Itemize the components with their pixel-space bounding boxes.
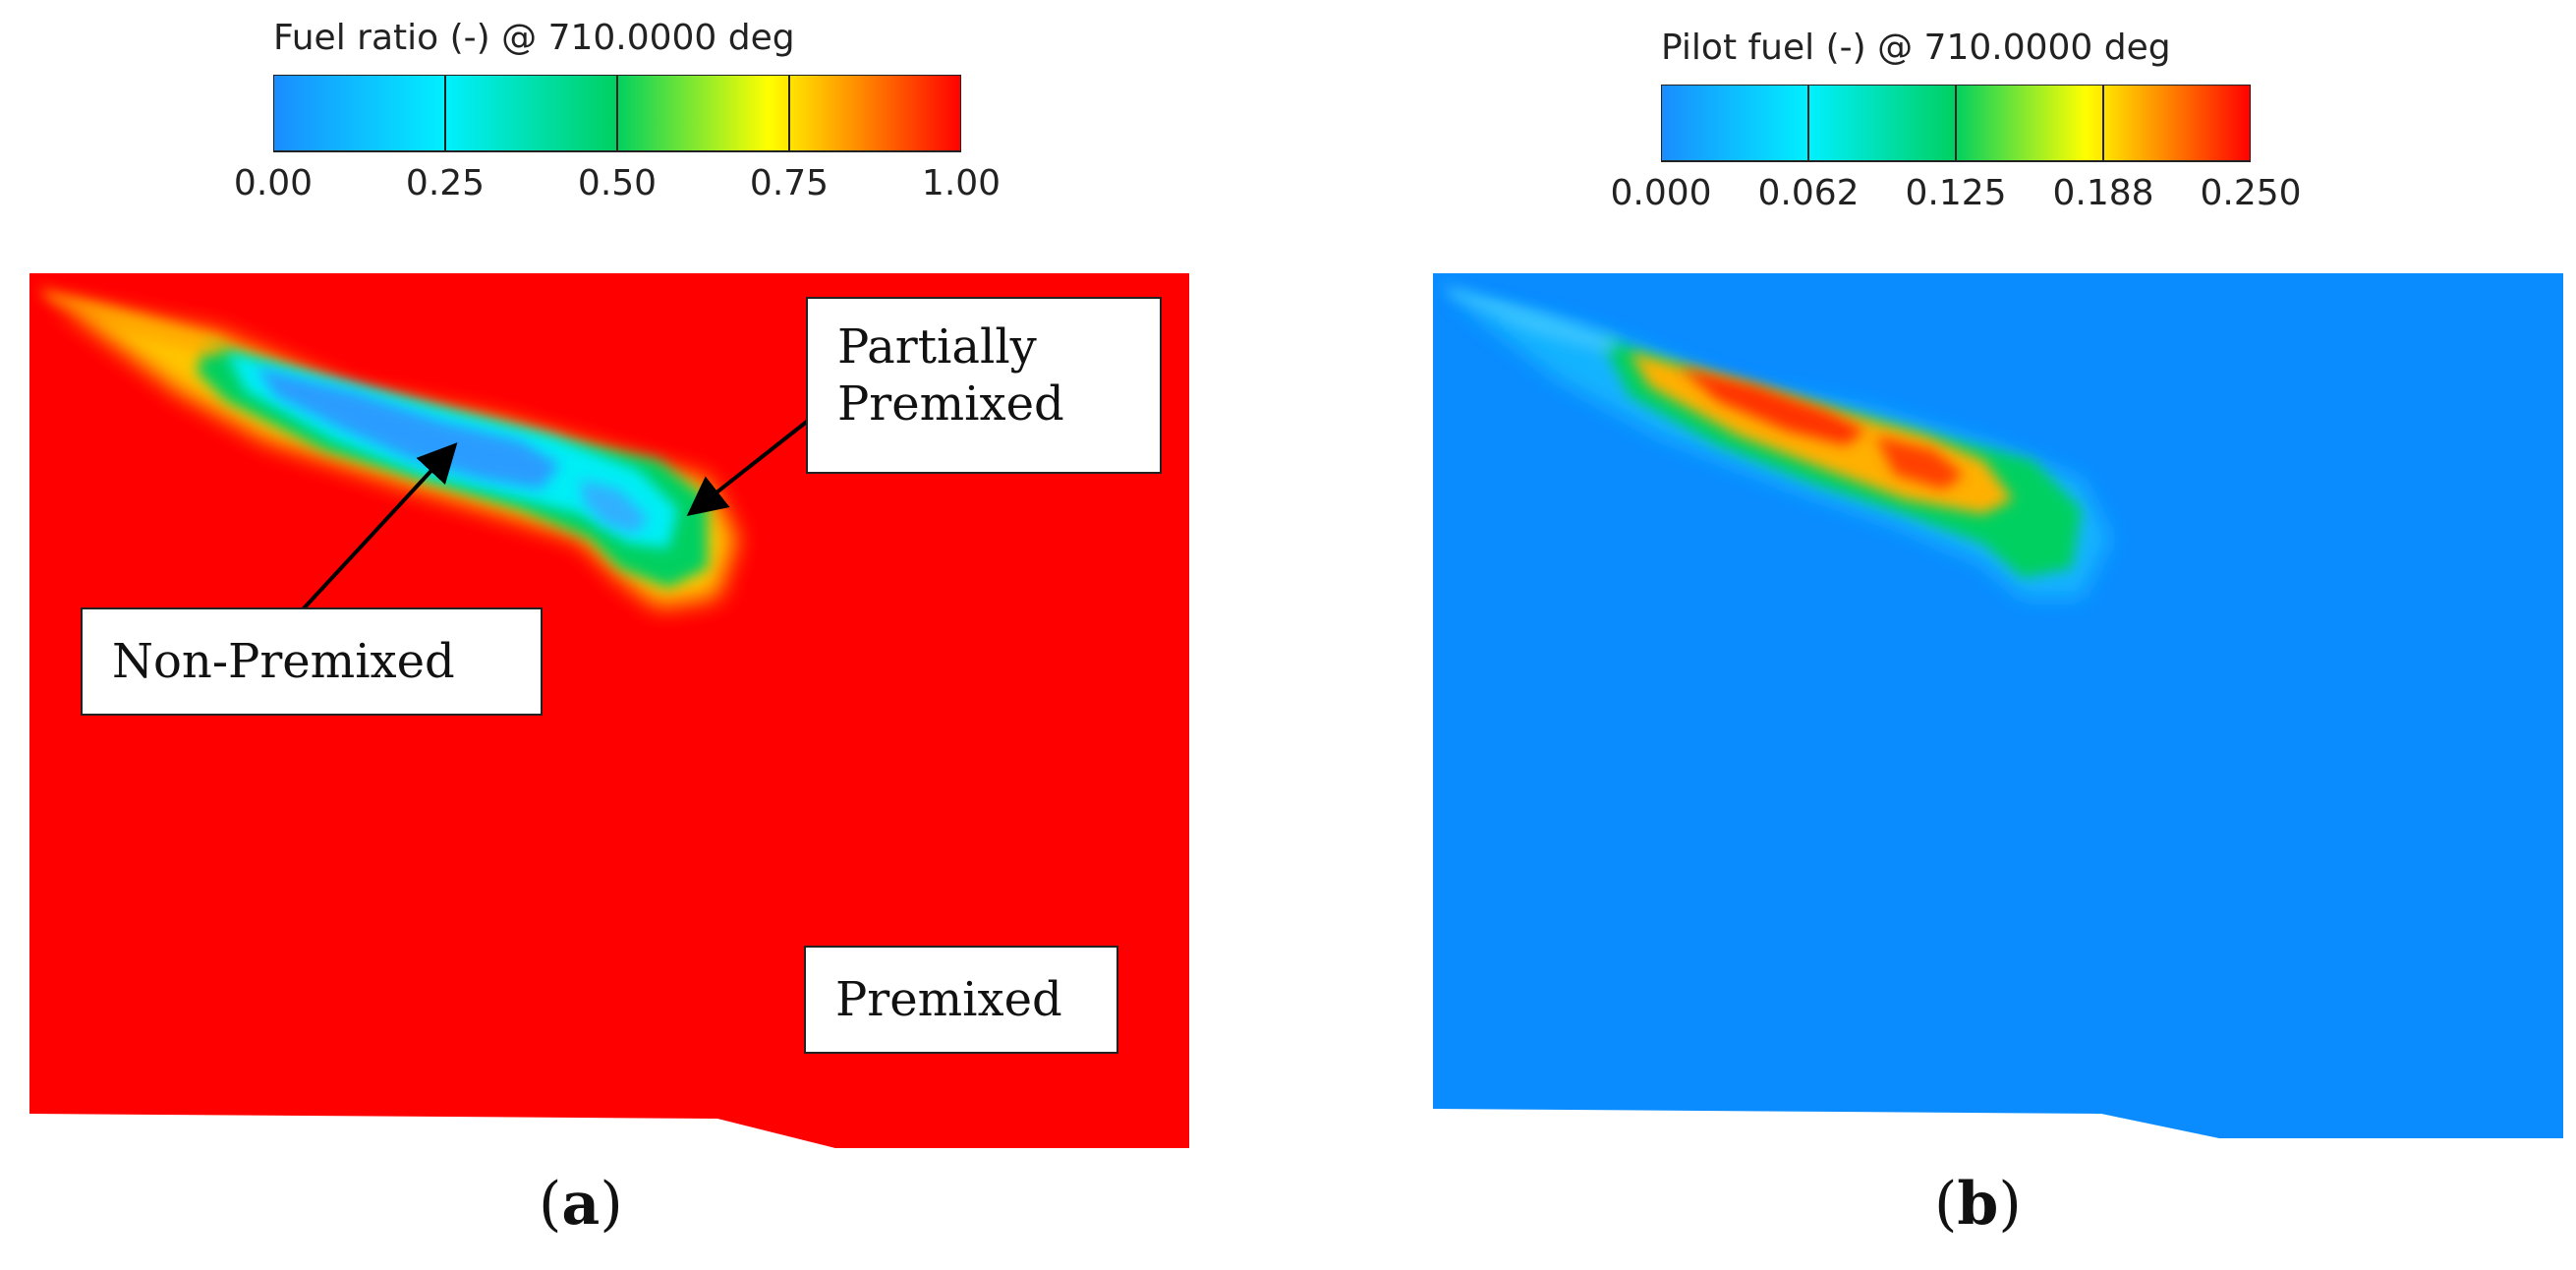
tick-label: 0.062 [1757,173,1860,213]
label-paren-open: ( [539,1170,562,1239]
arrow-non-premixed [301,442,458,611]
label-letter: a [561,1170,601,1239]
domain-background [1433,273,2563,1138]
tick-label: 0.250 [2200,173,2302,213]
callout-text: Premixed [837,376,1064,432]
panel-b: Pilot fuel (-) @ 710.0000 deg 0.000 0.06… [1376,0,2576,1270]
label-paren-close: ) [600,1170,623,1239]
arrows-layer [301,419,810,611]
callout-partially-premixed: Partially Premixed [806,297,1162,474]
colorbar [1661,85,2251,162]
subfigure-label: (b) [1934,1170,2022,1239]
tick-label: 0.125 [1905,173,2007,213]
colorbar-title: Pilot fuel (-) @ 710.0000 deg [1661,28,2171,68]
panel-a: Fuel ratio (-) @ 710.0000 deg 0.00 0.25 … [0,0,1238,1270]
tick-label: 0.75 [749,163,830,203]
callout-text: Partially [837,319,1037,375]
tick-label: 0.25 [405,163,486,203]
colorbar [273,75,961,152]
tick-label: 0.000 [1610,173,1712,213]
label-paren-open: ( [1934,1170,1958,1239]
subfigure-label: (a) [539,1170,623,1239]
pilot-fuel-contour [1433,273,2563,1138]
tick-label: 0.188 [2052,173,2154,213]
tick-label: 0.50 [577,163,658,203]
tick-label: 0.00 [233,163,314,203]
colorbar-title: Fuel ratio (-) @ 710.0000 deg [273,18,795,58]
tick-label: 1.00 [921,163,1002,203]
callout-non-premixed: Non-Premixed [81,607,543,716]
label-letter: b [1957,1170,1999,1239]
arrow-partially-premixed [686,419,810,516]
callout-premixed: Premixed [804,946,1118,1054]
label-paren-close: ) [1998,1170,2022,1239]
